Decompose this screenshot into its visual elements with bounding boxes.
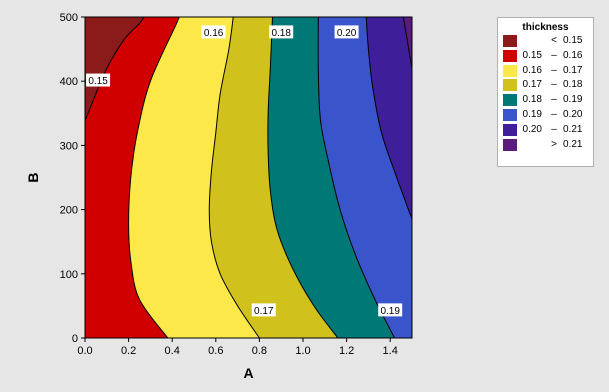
legend-range-low: 0.15 <box>522 49 542 61</box>
legend-swatch <box>503 94 517 107</box>
x-tick-label: 0.4 <box>165 345 180 357</box>
legend-swatch <box>503 64 517 77</box>
legend-swatch <box>503 35 517 47</box>
legend-entry: <0.15 <box>498 34 593 49</box>
legend-range-low: 0.18 <box>522 94 542 106</box>
legend-range-separator: – <box>551 108 557 120</box>
y-tick-label: 300 <box>60 140 78 152</box>
axis-layer: 0.0 0.2 0.4 0.6 0.8 1.0 1.2 1.4 0 100 200 300 400 500 <box>60 12 398 357</box>
legend-entry: 0.16–0.17 <box>498 64 593 79</box>
contour-label-0.19: 0.19 <box>378 303 403 317</box>
contour-line-0.18 <box>267 17 339 338</box>
contour-label-text: 0.17 <box>254 306 274 317</box>
contour-label-layer: 0.15 0.16 0.17 0.18 0.19 0.20 <box>86 25 403 317</box>
contour-label-0.20: 0.20 <box>334 25 359 39</box>
legend-swatch <box>503 49 517 62</box>
contour-line-0.17 <box>208 17 260 338</box>
contour-label-box <box>251 303 276 317</box>
contour-fill-layer <box>85 17 412 338</box>
x-tick-label: 1.2 <box>339 345 354 357</box>
legend-range-high: 0.16 <box>563 49 583 61</box>
contour-line-0.16 <box>128 17 180 338</box>
legend-swatch <box>503 108 517 121</box>
legend-swatch <box>503 123 517 136</box>
legend-swatch <box>503 138 517 151</box>
legend-range-separator: – <box>551 64 557 76</box>
contour-label-text: 0.20 <box>337 28 357 39</box>
legend-rows: <0.15 0.15–0.16 0.16–0.17 0.17–0.18 0.18–0.1… <box>498 34 593 152</box>
y-axis-title: B <box>25 172 41 182</box>
contour-label-box <box>269 25 294 39</box>
contour-label-box <box>378 303 403 317</box>
x-tick-label: 0.6 <box>208 345 223 357</box>
legend-range-separator: – <box>551 94 557 106</box>
contour-label-0.17: 0.17 <box>251 303 276 317</box>
plot-frame <box>84 16 413 339</box>
legend-range-separator: – <box>551 123 557 135</box>
legend-range-separator: > <box>551 138 557 150</box>
contour-line-0.2 <box>365 17 412 220</box>
y-tick-label: 400 <box>60 76 78 88</box>
legend-range-separator: – <box>551 49 557 61</box>
legend-range-high: 0.21 <box>563 123 583 135</box>
legend: thickness <0.15 0.15–0.16 0.16–0.17 0.17–0.… <box>497 17 594 167</box>
legend-entry: 0.15–0.16 <box>498 49 593 64</box>
contour-line-0.21 <box>402 17 412 69</box>
legend-range-separator: – <box>551 79 557 91</box>
legend-entry: >0.21 <box>498 138 593 153</box>
legend-range-high: 0.17 <box>563 64 583 76</box>
contour-label-box <box>201 25 226 39</box>
x-axis-title: A <box>243 365 253 381</box>
contour-line-0.19 <box>317 17 396 338</box>
contour-line-layer <box>85 17 412 338</box>
contour-band-0.20-0.21 <box>366 17 412 220</box>
legend-range-low: 0.16 <box>522 64 542 76</box>
legend-range-separator: < <box>551 35 557 46</box>
contour-label-text: 0.18 <box>271 28 291 39</box>
contour-label-text: 0.15 <box>88 76 108 87</box>
y-tick-label: 100 <box>60 269 78 281</box>
y-tick-label: 500 <box>60 12 78 24</box>
legend-range-low: 0.20 <box>522 123 542 135</box>
legend-entry: 0.18–0.19 <box>498 93 593 108</box>
legend-entry: 0.19–0.20 <box>498 108 593 123</box>
contour-label-text: 0.19 <box>380 306 400 317</box>
y-tick-label: 200 <box>60 205 78 217</box>
contour-label-0.16: 0.16 <box>201 25 226 39</box>
legend-range-low: 0.19 <box>522 108 542 120</box>
legend-swatch <box>503 79 517 92</box>
contour-label-box <box>334 25 359 39</box>
x-tick-label: 0.8 <box>252 345 267 357</box>
x-tick-label: 0.0 <box>77 345 92 357</box>
legend-range-low: 0.17 <box>522 79 542 91</box>
legend-entry: 0.20–0.21 <box>498 123 593 138</box>
x-tick-label: 1.0 <box>295 345 310 357</box>
contour-label-0.15: 0.15 <box>86 73 111 87</box>
legend-entry: 0.17–0.18 <box>498 78 593 93</box>
x-tick-label: 0.2 <box>121 345 136 357</box>
legend-range-high: 0.15 <box>563 35 583 46</box>
contour-line-0.15 <box>85 17 145 122</box>
contour-label-0.18: 0.18 <box>269 25 294 39</box>
contour-label-box <box>86 73 111 87</box>
x-tick-label: 1.4 <box>383 345 398 357</box>
legend-range-high: 0.21 <box>563 138 583 150</box>
legend-range-high: 0.20 <box>563 108 583 120</box>
y-tick-label: 0 <box>72 333 78 345</box>
legend-range-high: 0.18 <box>563 79 583 91</box>
legend-title: thickness <box>522 22 569 33</box>
contour-label-text: 0.16 <box>204 28 224 39</box>
legend-range-high: 0.19 <box>563 94 583 106</box>
